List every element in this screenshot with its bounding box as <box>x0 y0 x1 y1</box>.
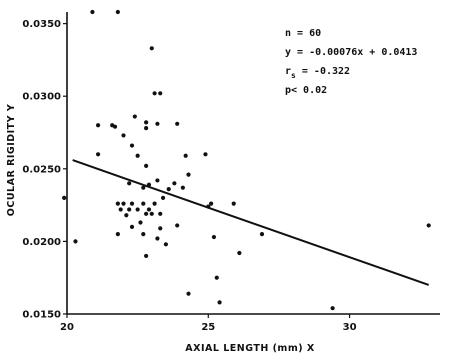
annotation-rs: rs = -0.322 <box>285 66 350 80</box>
annotation-rs-value: = -0.322 <box>296 66 350 77</box>
annotation-equation: y = -0.00076x + 0.0413 <box>285 47 417 58</box>
data-point <box>144 126 149 131</box>
data-point <box>231 201 236 206</box>
data-point <box>183 153 188 158</box>
data-point <box>121 133 126 138</box>
data-point <box>138 220 143 225</box>
data-point <box>186 172 191 177</box>
data-point <box>426 223 431 228</box>
data-point <box>73 239 78 244</box>
data-point <box>155 121 160 126</box>
data-point <box>90 9 95 15</box>
data-point <box>163 242 169 247</box>
x-axis-title: AXIAL LENGTH (mm) X <box>185 343 315 353</box>
data-point <box>175 121 180 126</box>
stats-annotation: n = 60 y = -0.00076x + 0.0413 rs = -0.32… <box>285 28 417 96</box>
data-point <box>144 120 149 125</box>
data-point <box>172 181 177 186</box>
data-point <box>149 46 154 51</box>
data-point <box>203 152 208 157</box>
x-tick-label: 20 <box>60 322 74 333</box>
data-points <box>62 9 431 311</box>
y-tick-label: 0.0250 <box>22 164 61 175</box>
data-point <box>132 114 137 119</box>
data-point <box>115 201 120 206</box>
data-point <box>115 232 120 237</box>
data-point <box>141 201 146 206</box>
data-point <box>211 234 217 240</box>
data-point <box>129 201 135 206</box>
data-point <box>112 124 118 129</box>
data-point <box>209 201 214 206</box>
data-point <box>180 185 185 190</box>
data-point <box>155 236 160 241</box>
data-point <box>95 152 101 157</box>
data-point <box>127 181 132 186</box>
data-point <box>149 211 154 216</box>
data-point <box>166 187 171 192</box>
data-point <box>214 275 219 280</box>
data-point <box>144 253 149 259</box>
annotation-rs-subscript: s <box>291 71 296 80</box>
data-point <box>121 201 126 206</box>
data-point <box>160 195 166 200</box>
data-point <box>124 213 129 218</box>
data-point <box>129 224 135 229</box>
data-point <box>175 223 180 228</box>
data-point <box>155 178 160 183</box>
data-point <box>158 226 163 231</box>
regression-line <box>72 159 430 286</box>
data-point <box>158 211 163 216</box>
data-point <box>259 232 265 237</box>
y-tick-label: 0.0150 <box>22 310 61 321</box>
data-point <box>152 91 157 96</box>
annotation-n: n = 60 <box>285 28 321 39</box>
data-point <box>144 163 149 169</box>
data-point <box>129 143 135 148</box>
data-point <box>144 211 149 216</box>
x-tick-label: 25 <box>201 322 215 333</box>
data-point <box>118 207 123 212</box>
annotation-rs-symbol: r <box>285 66 291 77</box>
axes <box>66 12 440 315</box>
data-point <box>115 9 120 15</box>
data-point <box>237 250 242 256</box>
data-point <box>135 153 140 158</box>
y-tick-label: 0.0300 <box>22 92 61 103</box>
data-point <box>62 195 67 200</box>
data-point <box>141 232 146 237</box>
data-point <box>186 291 191 296</box>
data-point <box>141 185 146 190</box>
data-point <box>95 123 101 128</box>
data-point <box>152 201 157 206</box>
data-point <box>217 300 222 305</box>
y-tick-label: 0.0200 <box>22 237 61 248</box>
x-ticks: 20 25 30 <box>60 314 357 333</box>
y-ticks: 0.0150 0.0200 0.0250 0.0300 0.0350 <box>22 19 67 321</box>
data-point <box>135 207 140 212</box>
data-point <box>330 306 335 311</box>
annotation-p: p< 0.02 <box>285 85 327 96</box>
y-axis-title: OCULAR RIGIDITY Y <box>6 104 17 216</box>
x-tick-label: 30 <box>343 322 357 333</box>
data-point <box>127 207 132 212</box>
data-point <box>158 91 163 96</box>
data-point <box>146 207 152 212</box>
y-tick-label: 0.0350 <box>22 19 61 30</box>
